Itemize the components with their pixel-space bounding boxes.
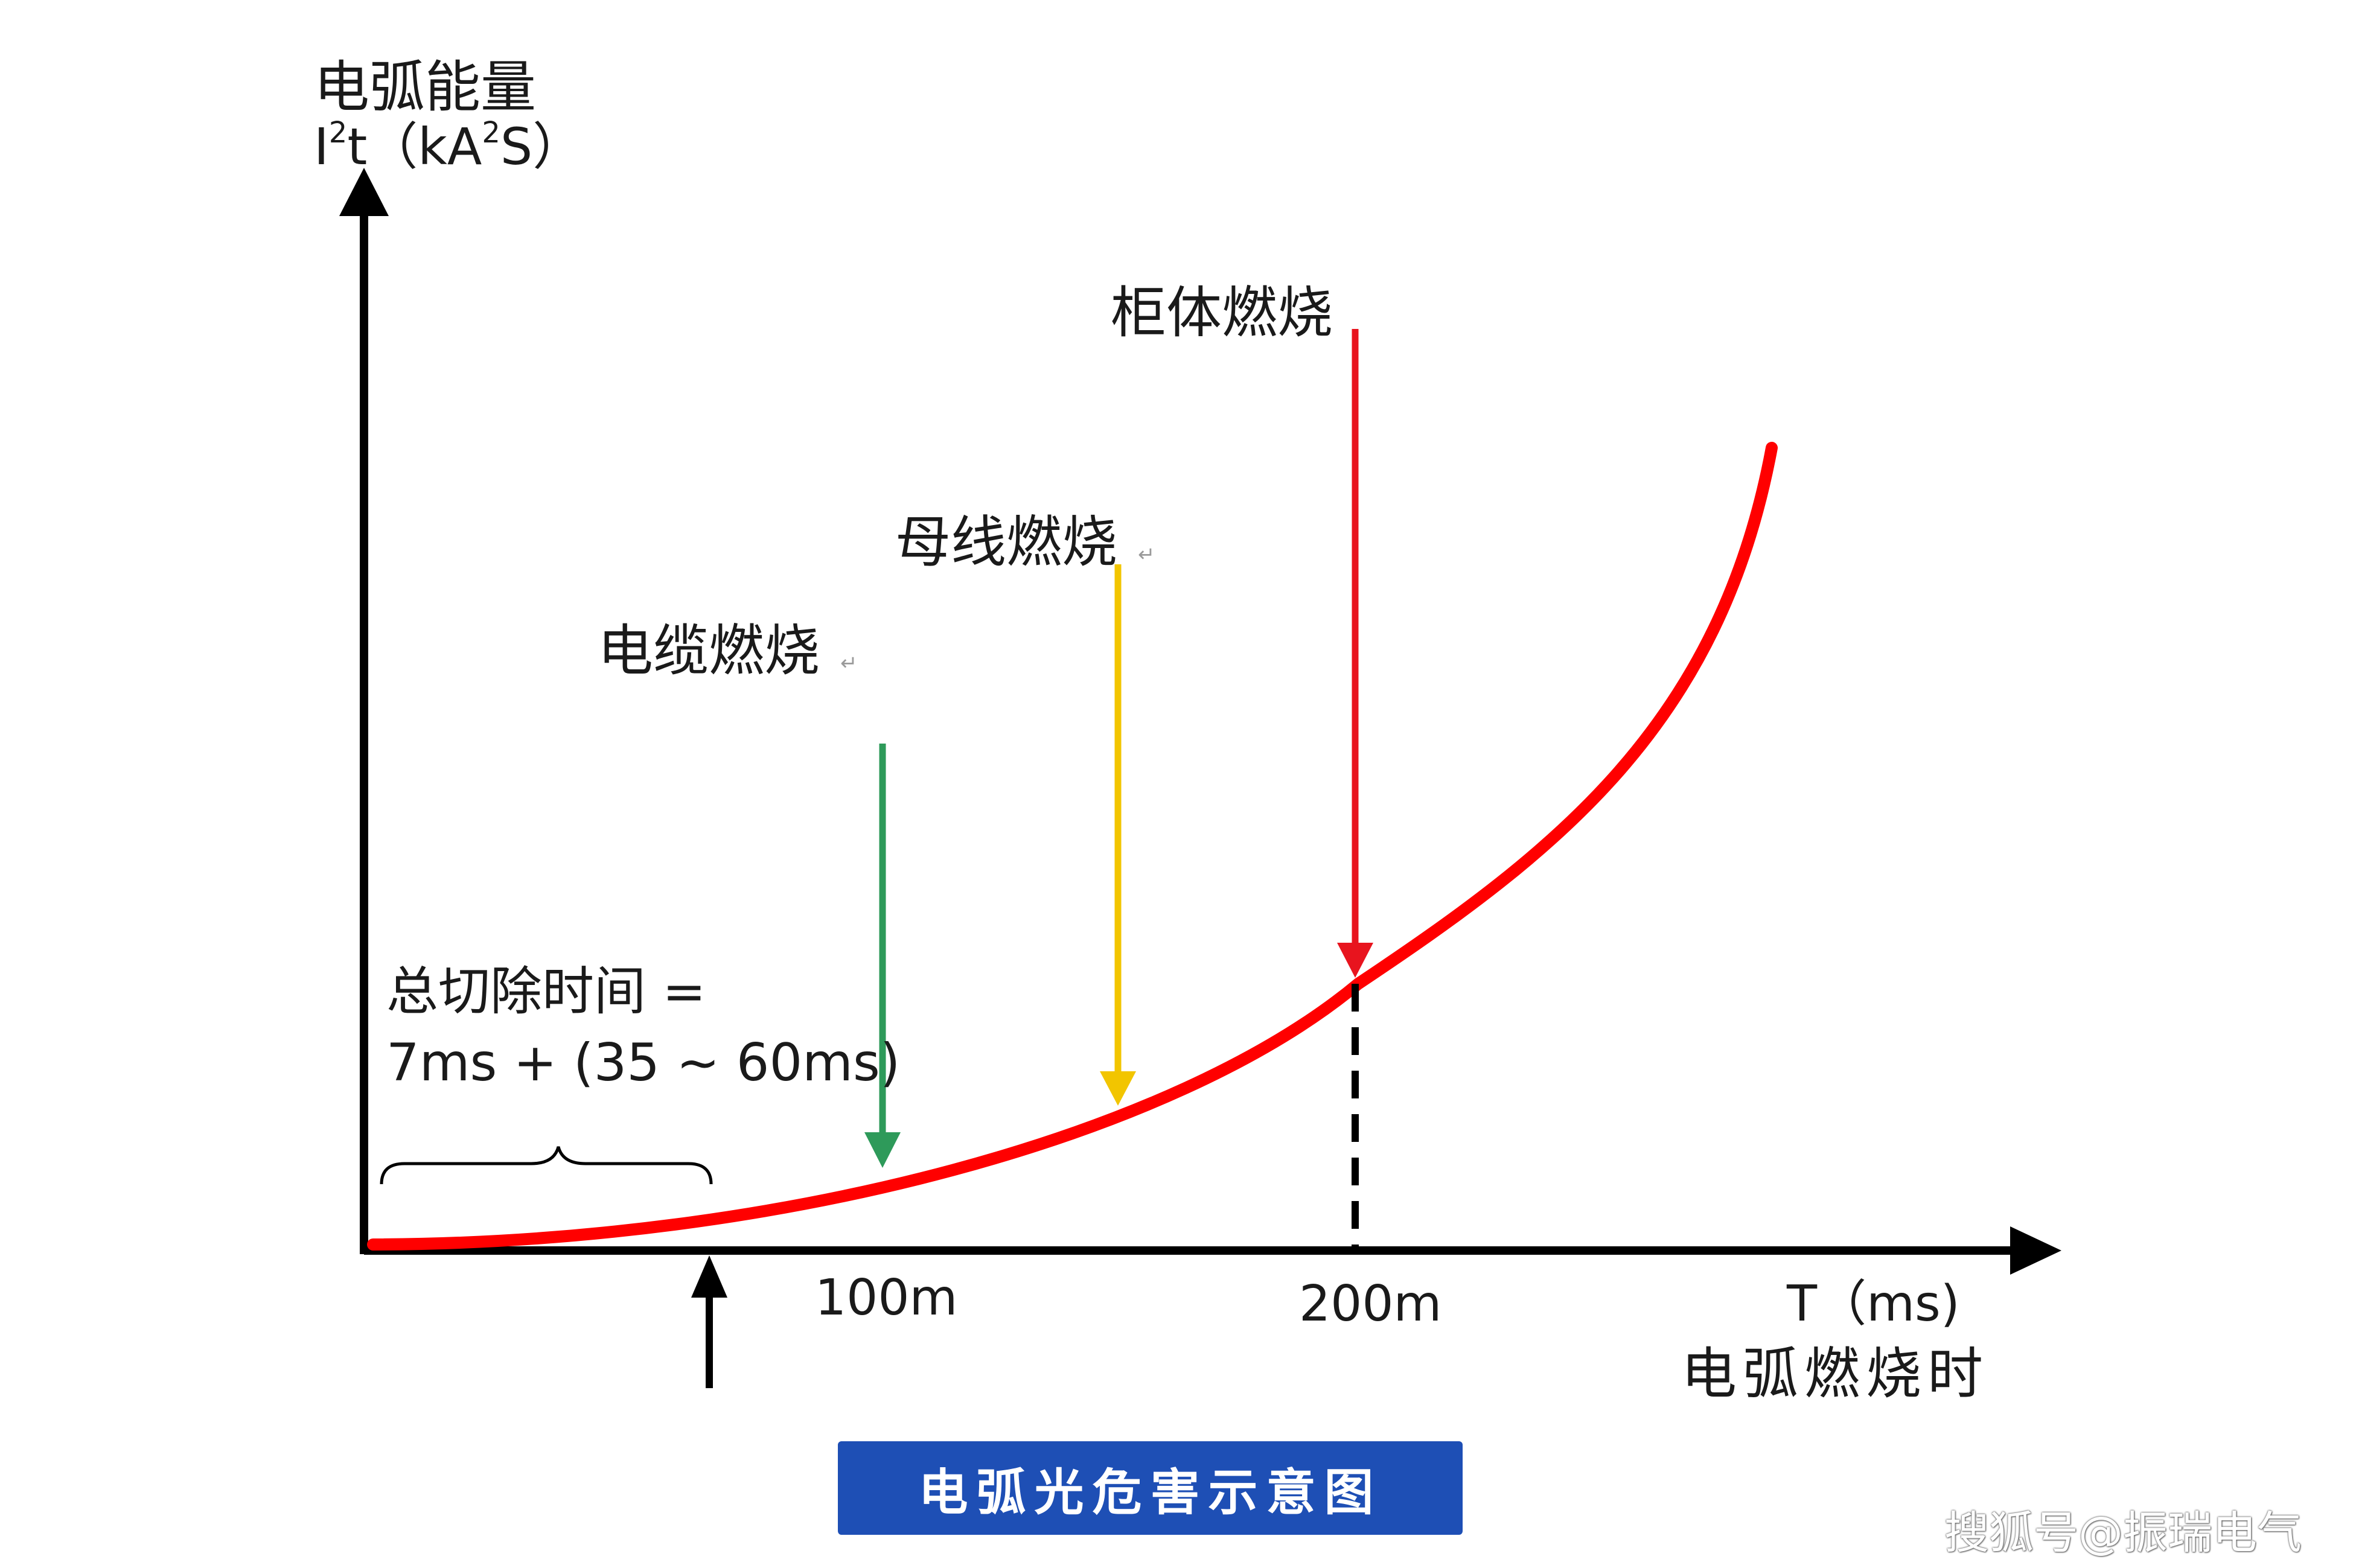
- y-axis-arrowhead: [339, 168, 389, 216]
- clear-point-arrow: [691, 1255, 727, 1388]
- y-unit-t: t: [347, 117, 367, 176]
- y-unit-sup2: 2: [482, 116, 500, 150]
- x-axis-unit: T（ms): [1786, 1275, 1960, 1333]
- y-unit-open: （kA: [367, 117, 482, 176]
- x-tick-label: 100m: [815, 1269, 957, 1327]
- x-tick-label: 200m: [1299, 1275, 1441, 1333]
- x-axis-title: 电弧燃烧时: [1681, 1342, 1989, 1406]
- y-axis: [339, 168, 389, 1254]
- cable-return-mark: ↵: [840, 651, 858, 675]
- cable-burn-arrow: [864, 744, 901, 1168]
- cabinet-burn-label: 柜体燃烧: [1111, 281, 1333, 345]
- arc-energy-curve: [367, 442, 1778, 1251]
- y-unit-i: I: [314, 117, 329, 176]
- y-unit-close: S）: [500, 117, 583, 176]
- watermark: 搜狐号@振瑞电气: [1944, 1507, 2302, 1559]
- clear-time-brace: [380, 1146, 713, 1185]
- x-axis: [364, 1226, 2061, 1275]
- x-axis-arrowhead: [2010, 1226, 2061, 1275]
- busbar-burn-arrow: [1100, 564, 1136, 1106]
- cabinet-burn-arrow: [1337, 329, 1373, 978]
- y-axis-title: 电弧能量: [314, 55, 536, 120]
- busbar-return-mark: ↵: [1138, 543, 1155, 567]
- cable-burn-label: 电缆燃烧: [598, 619, 820, 683]
- y-axis-unit: I2t（kA2S）: [314, 116, 583, 176]
- caption-text: 电弧光危害示意图: [918, 1464, 1382, 1522]
- caption-banner: 电弧光危害示意图: [838, 1441, 1463, 1535]
- y-unit-sup1: 2: [329, 116, 348, 150]
- clear-time-line2: 7ms + (35 ~ 60ms): [386, 1033, 900, 1093]
- busbar-burn-label: 母线燃烧: [895, 510, 1117, 575]
- clear-time-line1: 总切除时间 =: [386, 961, 706, 1022]
